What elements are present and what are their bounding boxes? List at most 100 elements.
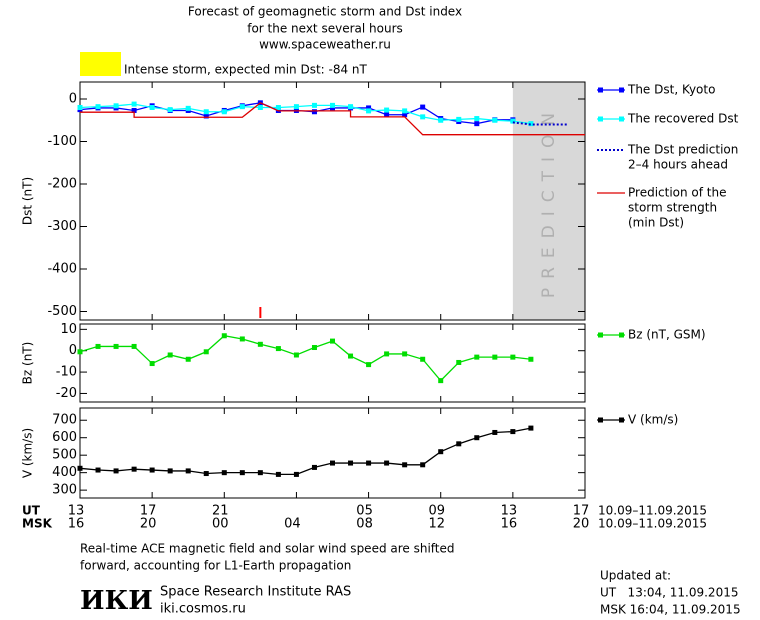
y-tick-label: -10	[56, 365, 77, 380]
data-point	[330, 102, 335, 108]
legend-swatch	[598, 87, 603, 93]
data-point	[474, 116, 480, 122]
status: Intense storm, expected min Dst: -84 nT	[124, 63, 368, 77]
data-point	[492, 429, 498, 435]
data-point	[275, 105, 281, 110]
data-point	[203, 113, 209, 119]
data-point	[311, 464, 317, 470]
data-point	[438, 378, 444, 384]
data-point	[131, 343, 137, 349]
data-point	[528, 121, 534, 127]
data-point	[149, 361, 155, 367]
data-point	[293, 352, 299, 358]
msk-tick-label: 08	[356, 517, 373, 532]
msk-tick-label: 12	[428, 517, 445, 532]
legend-swatch	[619, 417, 624, 423]
legend-swatch	[598, 417, 603, 423]
data-point	[113, 343, 119, 349]
date-range: 10.09–11.09.2015	[598, 517, 707, 531]
data-point	[203, 349, 209, 355]
data-point	[221, 333, 227, 339]
data-point	[528, 356, 534, 362]
data-point	[77, 105, 83, 110]
msk-tick-label: 16	[68, 517, 85, 532]
series-line	[79, 103, 531, 125]
y-tick-label: -100	[47, 134, 77, 149]
y-tick-label: 0	[69, 92, 77, 107]
data-point	[348, 104, 354, 110]
y-tick-label: 500	[52, 448, 77, 463]
date-range: 10.09–11.09.2015	[598, 504, 707, 518]
data-point	[185, 105, 191, 111]
msk-tick-label: 20	[573, 517, 590, 532]
legend-swatch	[619, 332, 624, 338]
data-point	[420, 114, 426, 120]
ut-tick-label: 13	[501, 504, 518, 519]
plot-frame	[79, 81, 586, 321]
data-point	[185, 468, 191, 474]
note: forward, accounting for L1-Earth propaga…	[80, 559, 351, 573]
data-point	[167, 468, 173, 474]
data-point	[311, 102, 317, 108]
msk-tick-label: 00	[212, 517, 229, 532]
title: for the next several hours	[247, 22, 403, 36]
msk-tick-label: 20	[140, 517, 157, 532]
y-tick-label: 600	[52, 430, 77, 445]
data-point	[131, 466, 137, 472]
ut-tick-label: 17	[573, 504, 590, 519]
data-point	[95, 467, 101, 473]
data-point	[438, 449, 444, 455]
data-point	[257, 470, 263, 476]
data-point	[293, 104, 299, 110]
series-line	[79, 335, 531, 382]
data-point	[311, 109, 317, 115]
data-point	[456, 116, 462, 122]
data-point	[203, 471, 209, 477]
data-point	[203, 109, 209, 115]
data-point	[77, 349, 83, 355]
y-axis-label: Bz (nT)	[21, 342, 35, 385]
y-tick-label: -300	[47, 219, 77, 234]
data-point	[330, 338, 335, 344]
msk-label: MSK	[22, 517, 53, 531]
data-point	[167, 352, 173, 358]
msk-tick-label: 04	[284, 517, 301, 532]
data-point	[402, 108, 408, 114]
data-point	[95, 104, 101, 110]
y-tick-label: -500	[47, 304, 77, 319]
data-point	[239, 336, 245, 342]
data-point	[330, 105, 335, 111]
data-point	[149, 467, 155, 473]
y-tick-label: -200	[47, 177, 77, 192]
data-point	[77, 465, 83, 471]
data-point	[330, 460, 335, 466]
data-point	[131, 107, 137, 113]
y-tick-label: 300	[52, 483, 77, 498]
logo: ИКИ	[80, 586, 153, 616]
data-point	[293, 471, 299, 477]
title: www.spaceweather.ru	[259, 38, 391, 52]
data-point	[384, 351, 390, 357]
data-point	[420, 356, 426, 362]
data-point	[474, 435, 480, 441]
legend-label: (min Dst)	[628, 216, 684, 230]
legend-label: V (km/s)	[628, 413, 678, 427]
data-point	[275, 471, 281, 477]
data-point	[492, 117, 498, 123]
data-point	[402, 351, 408, 357]
y-tick-label: 10	[60, 322, 77, 337]
data-point	[420, 104, 426, 110]
y-axis-label: Dst (nT)	[21, 177, 35, 225]
institute: Space Research Institute RAS	[160, 585, 351, 600]
ut-tick-label: 05	[356, 504, 373, 519]
data-point	[239, 104, 245, 110]
data-point	[474, 354, 480, 360]
data-point	[510, 354, 516, 360]
ut-tick-label: 21	[212, 504, 229, 519]
y-tick-label: -400	[47, 262, 77, 277]
plot-frame	[79, 407, 586, 499]
data-point	[384, 107, 390, 113]
data-point	[185, 356, 191, 362]
plot-frame	[79, 323, 586, 403]
